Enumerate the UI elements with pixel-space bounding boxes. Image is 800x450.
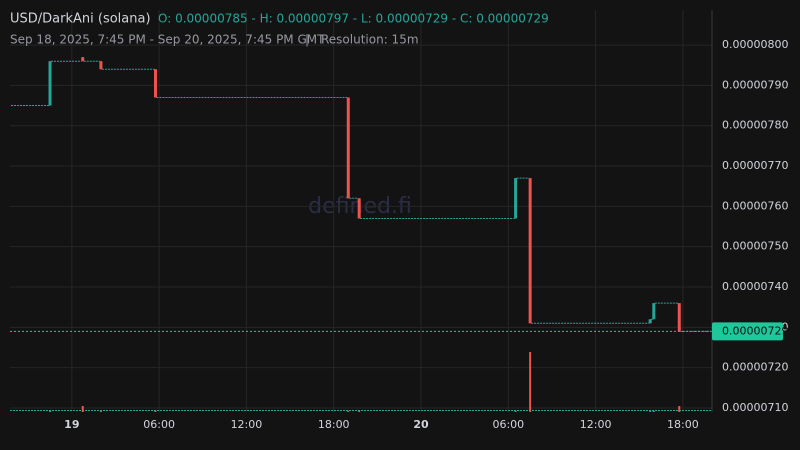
x-tick-label: 06:00 xyxy=(492,418,524,431)
x-tick-label: 18:00 xyxy=(318,418,350,431)
volume-bar xyxy=(649,410,652,412)
plot xyxy=(10,10,712,412)
candle-body xyxy=(652,303,656,320)
separator: | xyxy=(305,33,309,47)
candle-body xyxy=(648,319,652,324)
volume-bar xyxy=(99,410,102,412)
y-tick-label: 0.00000790 xyxy=(722,78,788,91)
x-tick-label: 20 xyxy=(413,418,429,431)
volume-bar xyxy=(514,410,517,412)
y-tick-label: 0.00000720 xyxy=(722,361,788,374)
candle-body xyxy=(99,61,103,70)
symbol-title: USD/DarkAni (solana) xyxy=(10,12,151,27)
volume-bar xyxy=(652,410,655,412)
x-tick-label: 19 xyxy=(64,418,79,431)
candle-body xyxy=(677,303,681,332)
last-price-tag xyxy=(712,322,783,341)
y-tick-label: 0.00000770 xyxy=(722,159,788,172)
x-tick-label: 06:00 xyxy=(143,418,175,431)
volume-bar xyxy=(347,410,350,412)
x-tick-label: 12:00 xyxy=(231,418,263,431)
date-range: Sep 18, 2025, 7:45 PM - Sep 20, 2025, 7:… xyxy=(10,33,325,47)
last-price-label: 0.00000729 xyxy=(722,324,788,337)
volume-bar xyxy=(81,406,84,412)
y-tick-label: 0.00000760 xyxy=(722,199,788,212)
y-tick-label: 0.00000750 xyxy=(722,240,788,253)
resolution: Resolution: 15m xyxy=(321,33,419,47)
x-tick-label: 12:00 xyxy=(580,418,612,431)
volume-bar xyxy=(358,410,361,412)
candle-body xyxy=(357,198,361,219)
ohlc-readout: O: 0.00000785 - H: 0.00000797 - L: 0.000… xyxy=(158,12,549,26)
x-tick-label: 18:00 xyxy=(667,418,699,431)
volume-bar xyxy=(154,410,157,412)
candle-body xyxy=(514,178,518,219)
y-tick-label: 0.00000780 xyxy=(722,119,788,132)
volume-bar xyxy=(529,352,532,412)
candle-body xyxy=(81,57,85,62)
y-tick-label: 0.00000710 xyxy=(722,401,788,414)
candle-body xyxy=(48,61,52,106)
candle-body xyxy=(153,69,157,98)
volume-bar xyxy=(49,410,52,412)
candle-body xyxy=(346,97,350,199)
candle-body xyxy=(528,178,532,324)
y-tick-label: 0.00000740 xyxy=(722,280,788,293)
volume-bar xyxy=(678,406,681,412)
y-tick-label: 0.00000800 xyxy=(722,38,788,51)
